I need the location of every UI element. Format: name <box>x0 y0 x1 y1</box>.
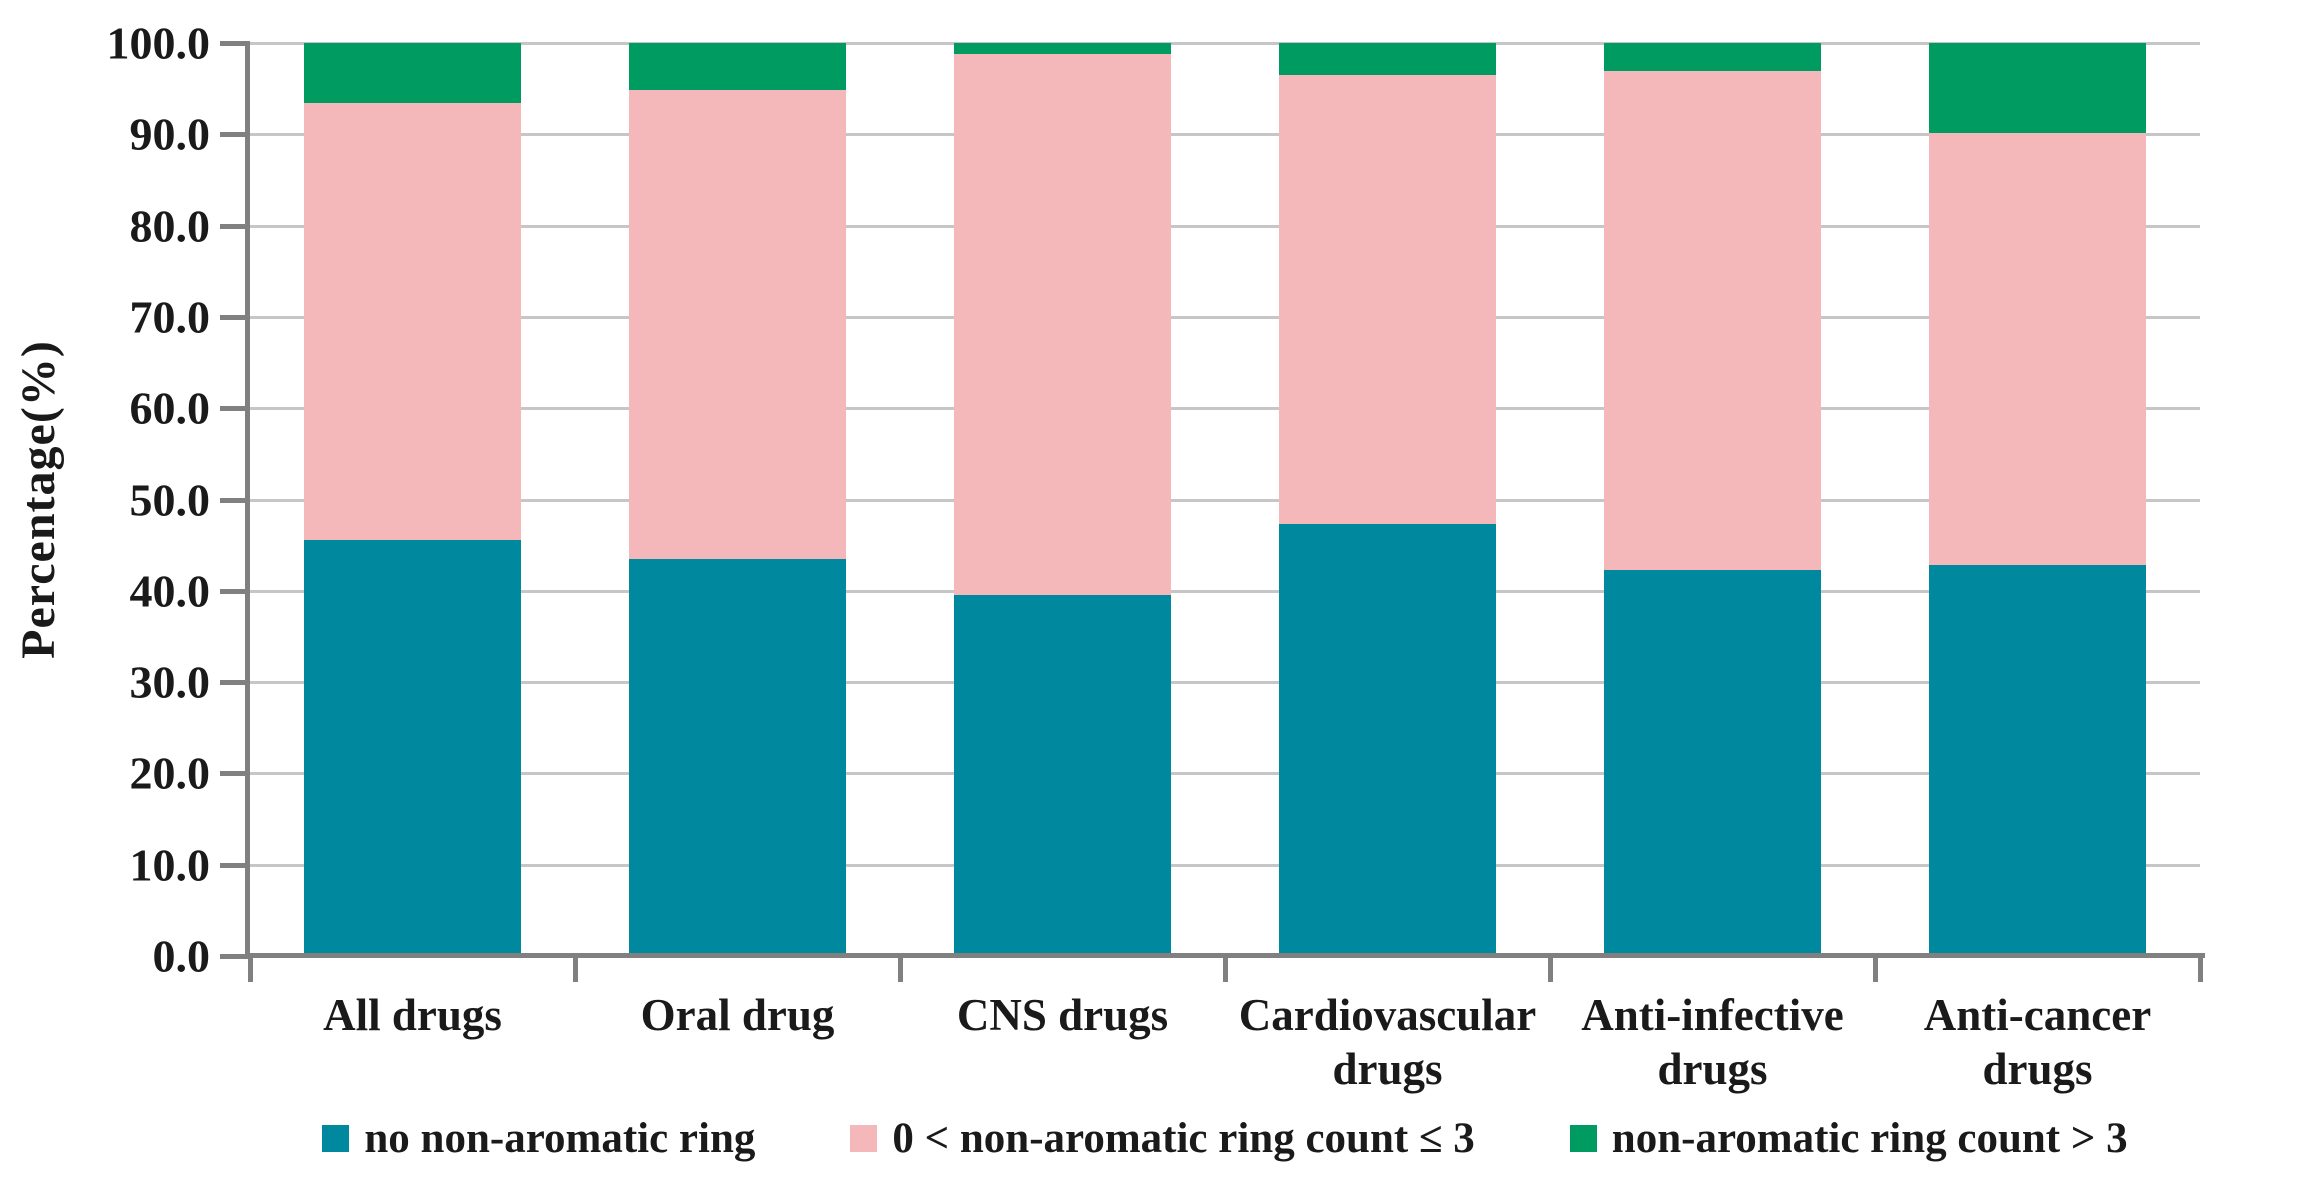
bar-segment <box>1928 565 2147 956</box>
x-axis-tick <box>2198 958 2203 982</box>
gridline <box>250 407 2200 411</box>
legend-item: 0 < non-aromatic ring count ≤ 3 <box>850 1114 1475 1163</box>
y-axis-tick <box>220 497 250 503</box>
bar-segment <box>303 103 522 540</box>
x-category-label: Cardiovascular drugs <box>1238 990 1537 1094</box>
gridline <box>250 498 2200 502</box>
bar-segment <box>628 43 847 90</box>
bar-segment <box>303 43 522 104</box>
x-axis-tick <box>572 958 578 982</box>
gridline <box>250 224 2200 228</box>
bar-segment <box>1603 569 1822 956</box>
bar-segment <box>628 89 847 559</box>
y-tick-label: 50.0 <box>129 474 211 525</box>
y-tick-label: 40.0 <box>129 565 211 617</box>
stacked-bar <box>628 43 847 956</box>
y-tick-label: 0.0 <box>152 930 211 982</box>
bar-segment <box>953 43 1172 54</box>
y-tick-label: 90.0 <box>129 108 211 160</box>
x-category-label: All drugs <box>323 990 502 1040</box>
gridline <box>250 772 2200 776</box>
x-category-label: Anti-infective drugs <box>1581 990 1844 1094</box>
y-axis-tick <box>220 771 250 777</box>
y-axis-tick <box>220 314 250 320</box>
y-tick-labels: 100.0 90.0 80.0 70.0 60.0 50.0 40.0 30.0 20.0 10.… <box>0 18 211 982</box>
legend-label: no non-aromatic ring <box>364 1115 756 1162</box>
bar-slot <box>900 43 1225 956</box>
legend-swatch <box>322 1125 350 1152</box>
legend-swatch <box>1569 1125 1597 1152</box>
x-category-label: Oral drug <box>640 990 835 1040</box>
stacked-bar <box>953 43 1172 956</box>
x-axis-tick <box>1873 958 1878 982</box>
bar-slot <box>1875 43 2200 956</box>
y-axis-tick <box>220 954 250 959</box>
stacked-bar <box>1603 43 1822 956</box>
y-tick-label: 100.0 <box>106 17 211 69</box>
bar-segment <box>628 558 847 956</box>
stacked-bar <box>1278 43 1497 956</box>
bar-segment <box>953 595 1172 956</box>
x-axis-tick <box>1547 958 1553 982</box>
gridline <box>250 42 2200 45</box>
bar-segment <box>1278 74 1497 525</box>
y-axis-tick <box>220 588 250 594</box>
y-axis-tick <box>220 680 250 686</box>
gridline <box>250 589 2200 593</box>
y-axis-tick <box>220 41 250 46</box>
bar-segment <box>1603 71 1822 570</box>
y-axis-tick <box>220 862 250 868</box>
y-axis-tick <box>220 223 250 229</box>
x-axis-tick <box>1223 958 1228 982</box>
bar-slot <box>250 43 575 956</box>
bar-slot <box>1225 43 1550 956</box>
y-tick-label: 20.0 <box>129 747 211 799</box>
bar-slot <box>1550 43 1875 956</box>
y-tick-label: 10.0 <box>129 839 211 891</box>
bar-segment <box>1278 43 1497 75</box>
stacked-bar <box>1928 43 2147 956</box>
y-axis-tick <box>220 132 250 138</box>
legend-swatch <box>850 1125 878 1152</box>
y-tick-label: 60.0 <box>129 382 211 434</box>
bar-segment <box>1603 43 1822 72</box>
plot-area <box>220 41 2205 982</box>
legend-label: non-aromatic ring count > 3 <box>1611 1115 2128 1162</box>
y-tick-label: 30.0 <box>129 656 211 708</box>
bars <box>250 43 2200 956</box>
x-axis-tick <box>897 958 903 982</box>
bar-segment <box>1928 43 2147 134</box>
gridline <box>250 863 2200 867</box>
legend: no non-aromatic ring 0 < non-aromatic rin… <box>250 1114 2200 1163</box>
y-axis-tick <box>220 406 250 412</box>
x-category-label: Anti-cancer drugs <box>1923 990 2152 1094</box>
y-tick-label: 70.0 <box>129 291 211 343</box>
bar-segment <box>1928 133 2147 566</box>
bar-segment <box>1278 524 1497 956</box>
legend-label: 0 < non-aromatic ring count ≤ 3 <box>892 1115 1475 1162</box>
y-axis-line <box>245 41 250 958</box>
bar-slot <box>575 43 900 956</box>
x-category-labels: All drugs Oral drug CNS drugs Cardiovascula… <box>250 988 2200 1096</box>
x-category-label: CNS drugs <box>956 990 1169 1040</box>
gridline <box>250 681 2200 685</box>
x-axis-line <box>245 953 2205 958</box>
y-tick-label: 80.0 <box>129 200 211 252</box>
legend-item: non-aromatic ring count > 3 <box>1569 1114 2128 1163</box>
x-axis-tick <box>248 958 253 982</box>
legend-item: no non-aromatic ring <box>322 1114 755 1163</box>
stacked-bar <box>303 43 522 956</box>
bar-segment <box>303 539 522 956</box>
gridline <box>250 133 2200 137</box>
gridline <box>250 315 2200 319</box>
bar-segment <box>953 53 1172 596</box>
